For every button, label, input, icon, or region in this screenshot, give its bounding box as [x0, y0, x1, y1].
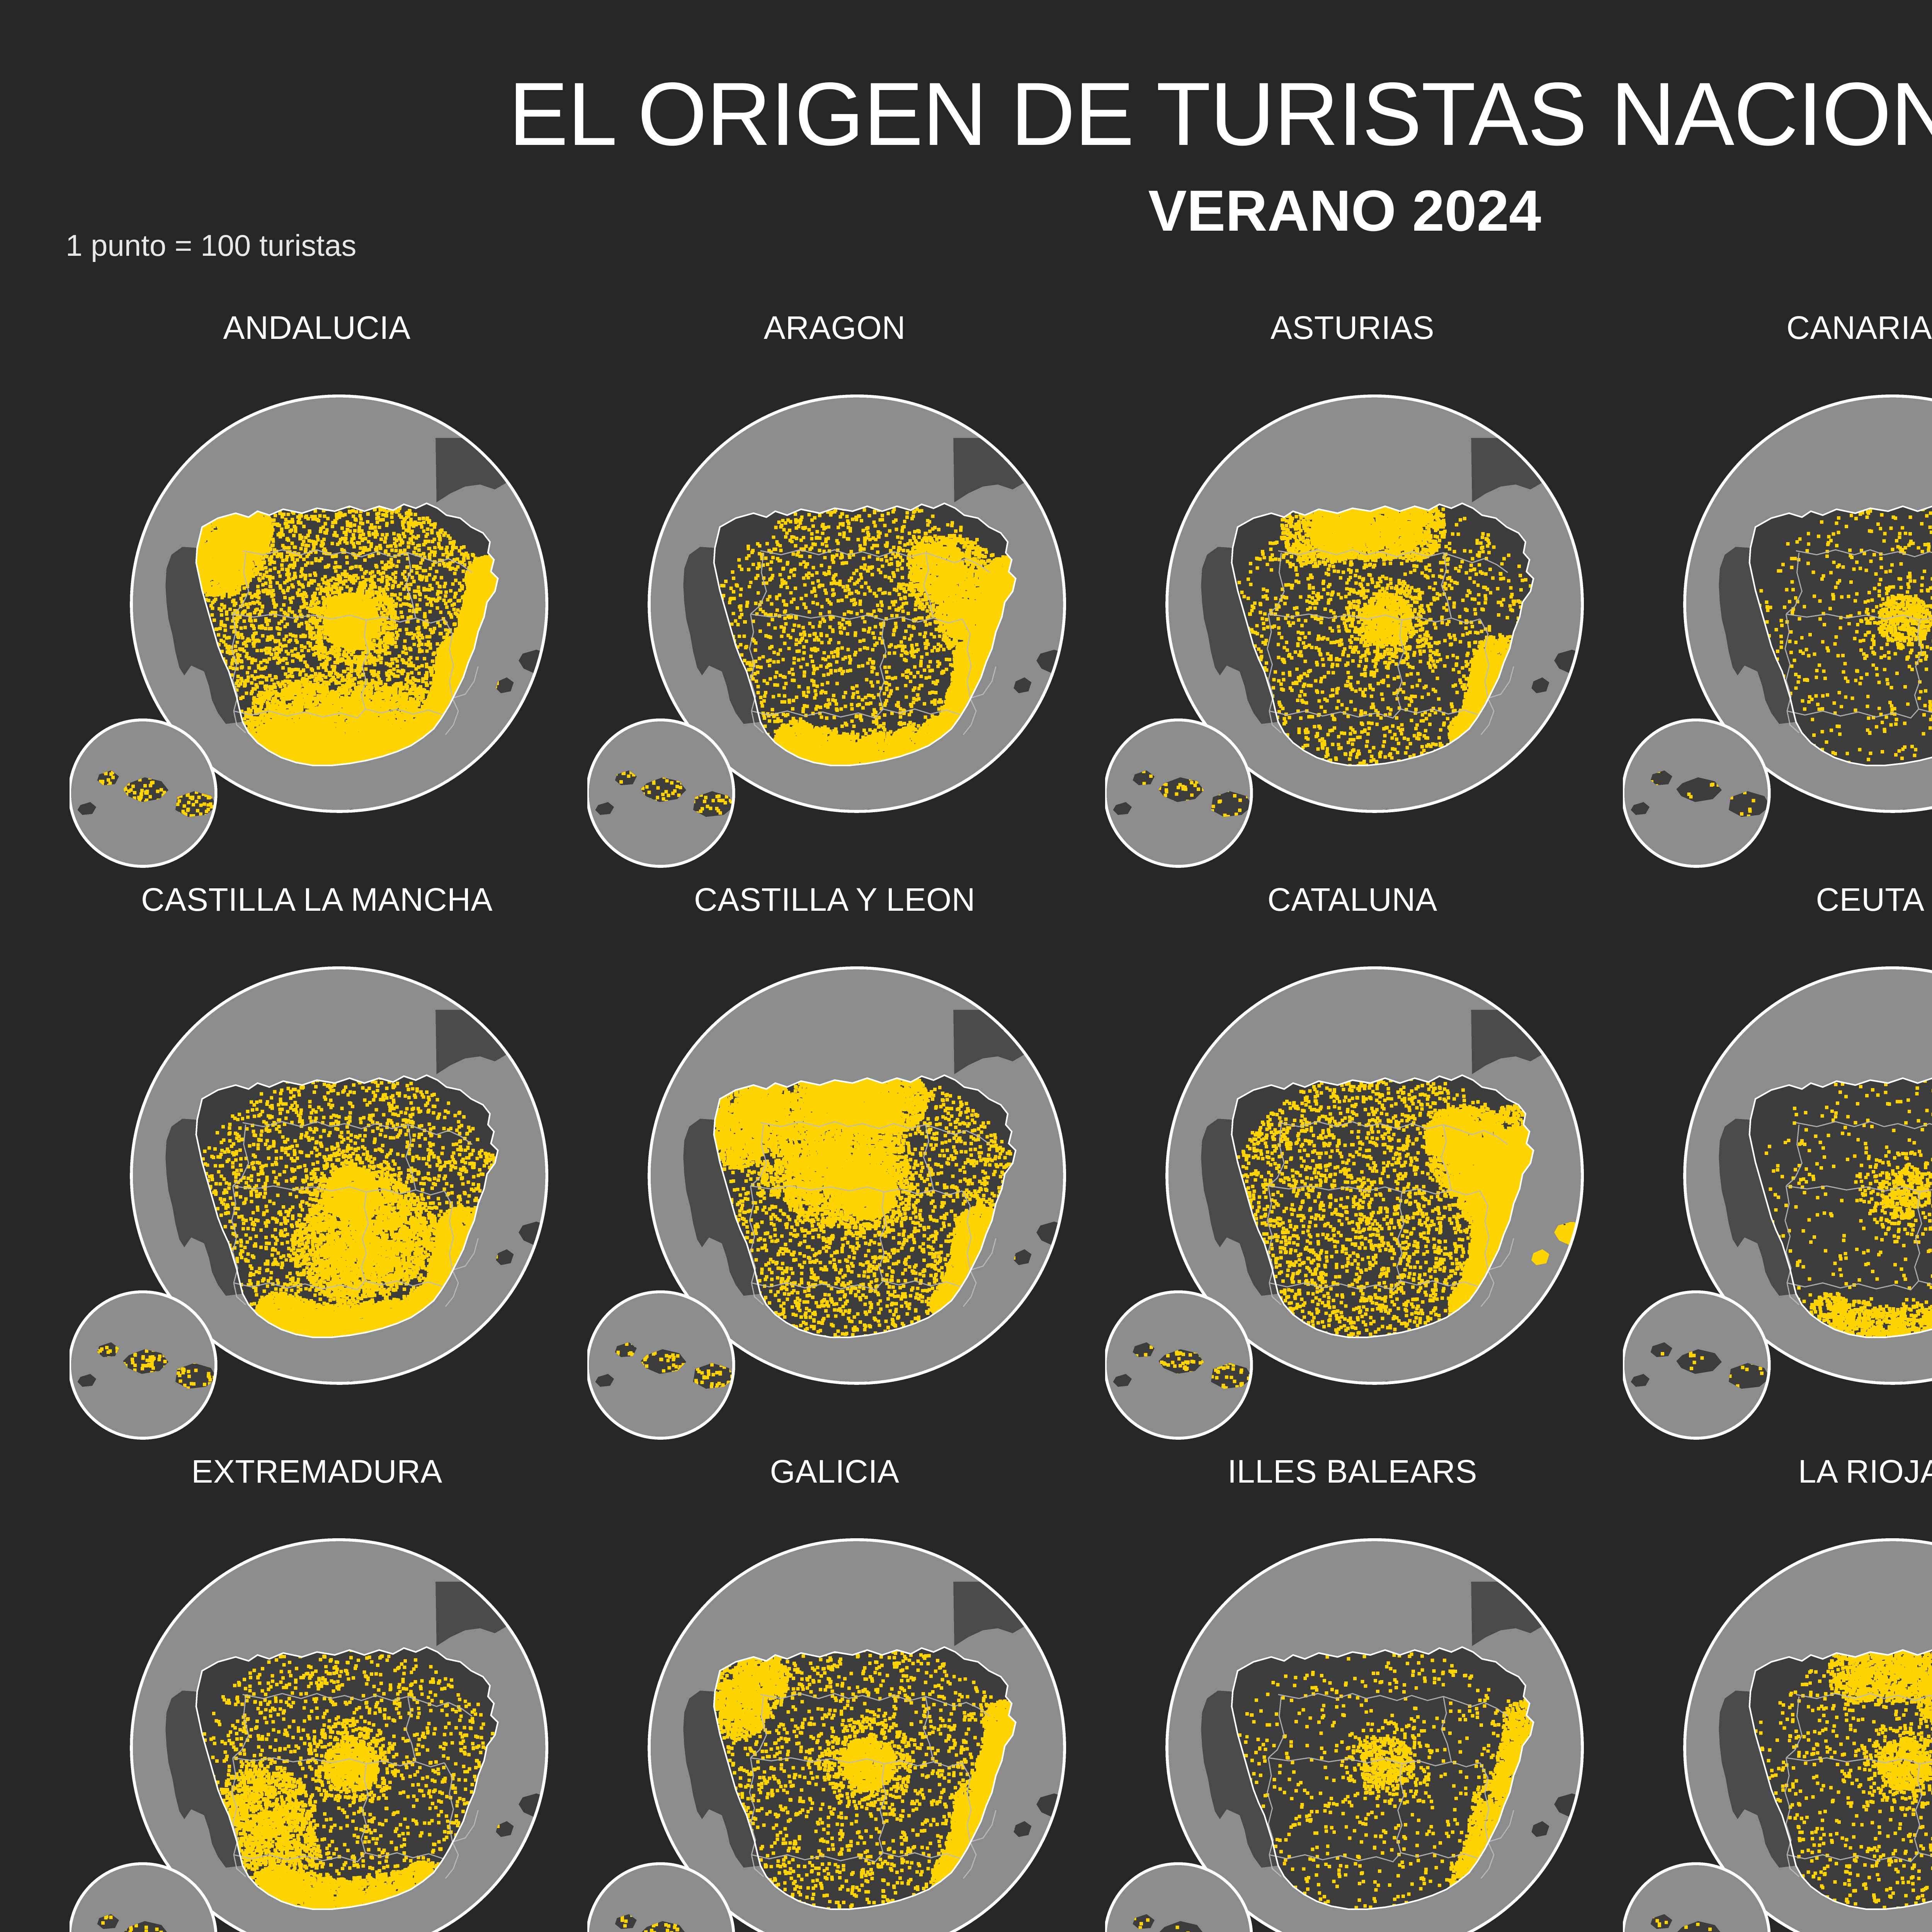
map-figure-la-rioja	[1623, 1522, 1932, 1932]
map-figure-aragon	[587, 379, 1082, 873]
panel-row: EXTREMADURA	[58, 1453, 1932, 1932]
map-panel-castilla-y-leon[interactable]: CASTILLA Y LEON	[576, 881, 1094, 1453]
panel-title-illes-balears: ILLES BALEARS	[1094, 1453, 1611, 1490]
map-panel-canarias[interactable]: CANARIAS	[1611, 309, 1932, 881]
panel-title-castilla-y-leon: CASTILLA Y LEON	[576, 881, 1094, 918]
map-panel-asturias[interactable]: ASTURIAS	[1094, 309, 1611, 881]
panel-title-aragon: ARAGON	[576, 309, 1094, 346]
map-figure-asturias	[1105, 379, 1600, 873]
panel-row: CASTILLA LA MANCHA	[58, 881, 1932, 1453]
map-panel-ceuta[interactable]: CEUTA	[1611, 881, 1932, 1453]
map-panel-cataluna[interactable]: CATALUNA	[1094, 881, 1611, 1453]
map-panel-andalucia[interactable]: ANDALUCIA	[58, 309, 576, 881]
map-panel-illes-balears[interactable]: ILLES BALEARS	[1094, 1453, 1611, 1932]
panel-title-galicia: GALICIA	[576, 1453, 1094, 1490]
map-figure-cataluna	[1105, 951, 1600, 1445]
legend-note: 1 punto = 100 turistas	[66, 228, 356, 263]
panel-title-castilla-la-mancha: CASTILLA LA MANCHA	[58, 881, 576, 918]
panel-title-cataluna: CATALUNA	[1094, 881, 1611, 918]
map-figure-illes-balears	[1105, 1522, 1600, 1932]
map-panel-aragon[interactable]: ARAGON	[576, 309, 1094, 881]
panel-grid: ANDALUCIA	[58, 309, 1932, 1932]
map-figure-extremadura	[70, 1522, 564, 1932]
panel-row: ANDALUCIA	[58, 309, 1932, 881]
map-panel-extremadura[interactable]: EXTREMADURA	[58, 1453, 576, 1932]
panel-title-canarias: CANARIAS	[1611, 309, 1932, 346]
map-figure-andalucia	[70, 379, 564, 873]
map-panel-la-rioja[interactable]: LA RIOJA	[1611, 1453, 1932, 1932]
panel-title-extremadura: EXTREMADURA	[58, 1453, 576, 1490]
panel-title-asturias: ASTURIAS	[1094, 309, 1611, 346]
map-figure-castilla-la-mancha	[70, 951, 564, 1445]
panel-title-ceuta: CEUTA	[1611, 881, 1932, 918]
map-figure-castilla-y-leon	[587, 951, 1082, 1445]
map-figure-canarias	[1623, 379, 1932, 873]
map-panel-galicia[interactable]: GALICIA	[576, 1453, 1094, 1932]
map-figure-galicia	[587, 1522, 1082, 1932]
map-figure-ceuta	[1623, 951, 1932, 1445]
panel-title-la-rioja: LA RIOJA	[1611, 1453, 1932, 1490]
panel-title-andalucia: ANDALUCIA	[58, 309, 576, 346]
page-title: EL ORIGEN DE TURISTAS NACIONALES	[0, 70, 1932, 159]
map-panel-castilla-la-mancha[interactable]: CASTILLA LA MANCHA	[58, 881, 576, 1453]
